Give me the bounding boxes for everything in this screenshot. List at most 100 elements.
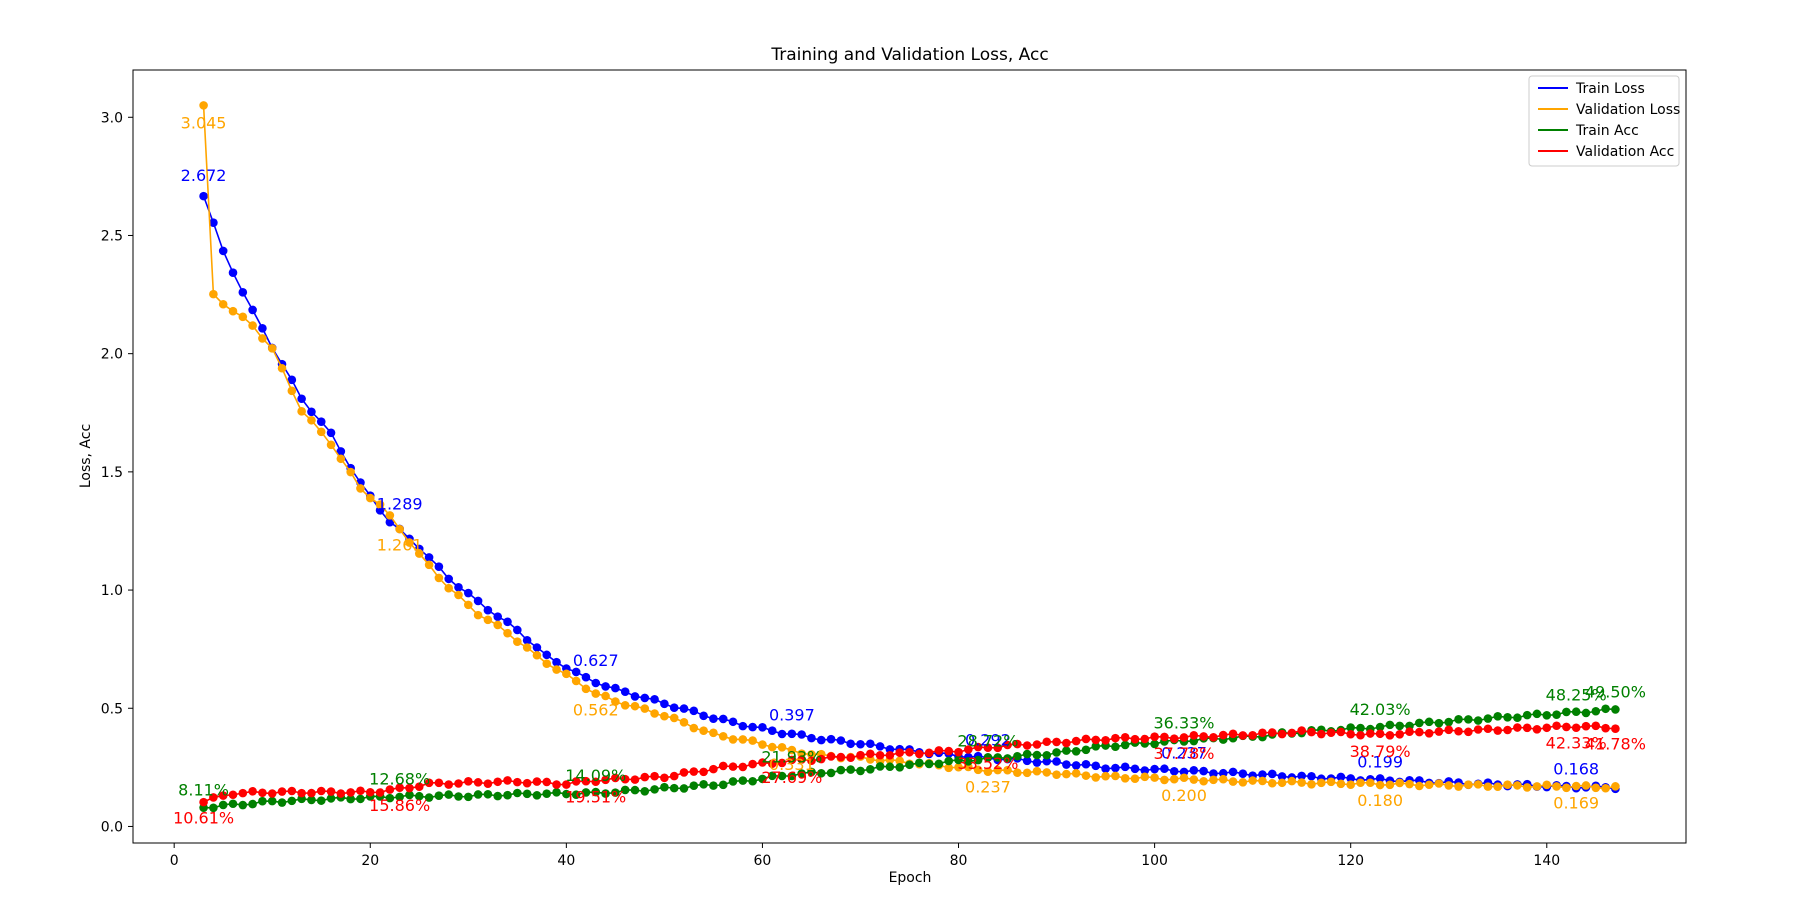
data-point — [660, 773, 669, 783]
data-point — [1111, 742, 1120, 752]
data-point — [640, 704, 650, 713]
data-point — [1218, 774, 1228, 784]
data-point — [1160, 764, 1169, 774]
data-point — [483, 779, 493, 788]
data-point — [1307, 779, 1316, 789]
data-point — [807, 767, 816, 777]
data-point — [1424, 729, 1434, 738]
data-point — [1032, 740, 1042, 749]
data-point — [1179, 773, 1189, 783]
data-point — [395, 792, 404, 802]
data-point — [316, 427, 326, 437]
data-point — [1277, 729, 1287, 739]
data-point — [660, 782, 669, 792]
data-point — [1120, 733, 1130, 742]
data-point — [1258, 776, 1267, 786]
data-point — [1101, 771, 1110, 781]
data-point — [1022, 741, 1032, 750]
data-point — [1307, 771, 1316, 781]
data-point — [620, 785, 630, 795]
data-point — [473, 610, 483, 620]
data-point — [493, 620, 503, 630]
data-point — [1366, 778, 1375, 788]
data-point — [1562, 722, 1571, 732]
data-point — [454, 582, 463, 592]
data-point — [238, 312, 248, 322]
data-point — [620, 687, 630, 697]
data-point — [1111, 771, 1120, 781]
data-point — [1532, 709, 1542, 719]
data-point — [326, 440, 336, 450]
data-point — [591, 678, 601, 688]
data-point — [640, 693, 650, 703]
data-point — [875, 742, 885, 751]
data-point — [640, 772, 650, 782]
data-label: 37.78% — [1154, 744, 1215, 763]
data-point — [1199, 732, 1208, 741]
data-point — [1395, 730, 1405, 739]
data-point — [248, 305, 257, 315]
data-point — [503, 617, 512, 627]
data-point — [287, 375, 297, 385]
data-point — [307, 407, 316, 417]
data-point — [365, 493, 375, 503]
data-point — [1395, 778, 1405, 788]
data-point — [532, 791, 542, 800]
data-point — [1581, 721, 1591, 731]
data-point — [1473, 716, 1483, 725]
y-tick-label: 1.5 — [101, 465, 123, 481]
data-point — [797, 755, 806, 764]
data-point — [1464, 727, 1473, 737]
data-label: 1.261 — [377, 535, 423, 554]
series-validation-loss — [199, 101, 1620, 793]
data-point — [464, 588, 473, 598]
data-point — [258, 334, 267, 343]
data-point — [689, 781, 699, 790]
data-point — [954, 747, 963, 757]
data-point — [522, 643, 532, 652]
data-point — [1248, 731, 1257, 740]
data-point — [375, 500, 385, 509]
data-point — [1297, 778, 1306, 787]
data-point — [1101, 736, 1110, 745]
data-point — [826, 752, 836, 761]
data-point — [542, 777, 552, 787]
chart-title: Training and Validation Loss, Acc — [770, 45, 1048, 65]
data-point — [542, 659, 552, 668]
data-point — [1081, 771, 1091, 780]
data-point — [1415, 718, 1424, 728]
legend: Train Loss Validation Loss Train Acc Valida… — [1528, 75, 1680, 167]
data-point — [454, 779, 463, 788]
data-point — [228, 799, 238, 809]
data-point — [1316, 778, 1326, 788]
data-point — [1375, 774, 1385, 783]
data-point — [787, 755, 797, 765]
data-point — [816, 768, 826, 778]
data-point — [846, 739, 855, 749]
data-point — [1189, 775, 1199, 784]
data-point — [797, 769, 806, 778]
data-point — [601, 691, 610, 701]
data-point — [699, 726, 708, 735]
data-point — [611, 773, 620, 783]
data-point — [993, 765, 1003, 775]
data-point — [1071, 768, 1081, 778]
data-point — [1228, 729, 1238, 739]
data-point — [1424, 780, 1434, 790]
data-point — [738, 735, 748, 744]
data-point — [434, 562, 444, 571]
data-point — [993, 743, 1003, 753]
data-point — [1434, 727, 1444, 736]
data-point — [895, 756, 904, 766]
data-point — [915, 758, 924, 768]
data-point — [787, 771, 797, 781]
data-point — [826, 734, 836, 744]
data-point — [395, 783, 404, 792]
data-point — [1287, 776, 1297, 786]
data-point — [414, 791, 424, 801]
data-label: 15.86% — [369, 796, 430, 815]
data-point — [1493, 726, 1503, 735]
data-point — [1444, 725, 1454, 735]
data-point — [1444, 781, 1454, 790]
data-point — [248, 321, 257, 330]
